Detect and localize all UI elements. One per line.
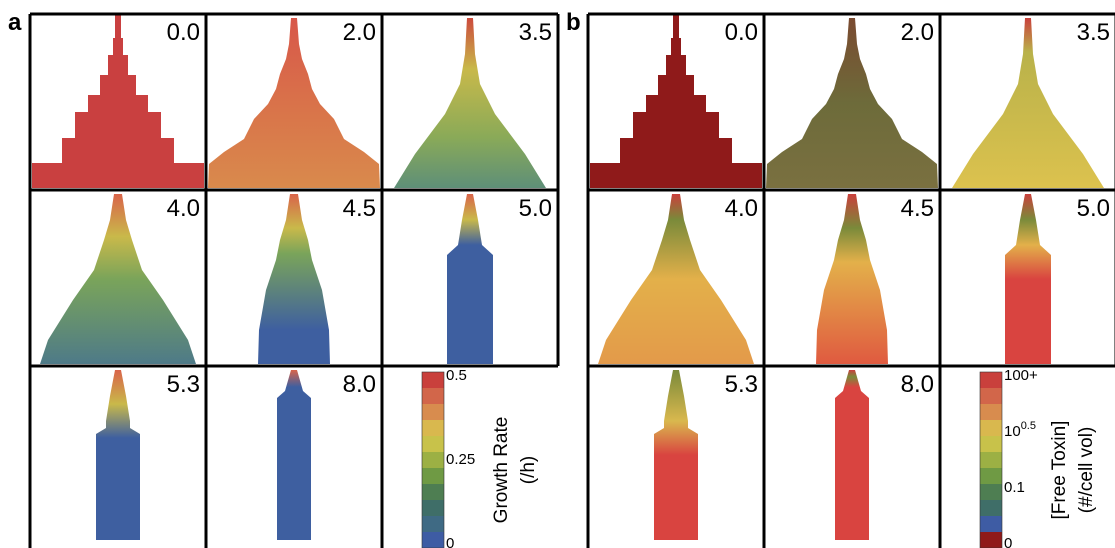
tile-label: 5.3 [167,371,200,398]
colorbar-swatch [422,404,444,421]
panel: a 0.0 2.0 3.5 4.0 4.5 5.0 5.3 8.0 0.5 0.25 0 Growth … [8,9,558,548]
colorbar-swatch [980,516,1002,533]
figure: a 0.0 2.0 3.5 4.0 4.5 5.0 5.3 8.0 0.5 0.25 0 Growth … [0,0,1115,548]
colorbar-swatch [980,420,1002,437]
colony-shape [835,370,869,540]
colorbar-tick-exponent: 0.5 [1021,420,1036,432]
colorbar-swatch [980,372,1002,389]
colorbar-swatch [422,452,444,469]
tile-label: 0.0 [167,19,200,46]
colorbar-unit: (#/cell vol) [1076,427,1097,514]
panel: b 0.0 2.0 3.5 4.0 4.5 5.0 5.3 8.0 100+ 100.5 0.1 0 [F… [566,9,1115,548]
tile-label: 4.5 [343,195,376,222]
colony-shape [654,370,698,540]
colorbar-swatch [422,372,444,389]
colorbar-title: Growth Rate [491,417,512,524]
colorbar-swatch [980,404,1002,421]
tile-label: 8.0 [343,371,376,398]
tile-label: 4.0 [725,195,758,222]
colorbar-swatch [422,516,444,533]
colorbar-tick-label: 0.5 [446,367,467,384]
tile-label: 5.0 [1077,195,1110,222]
colorbar-swatch [422,420,444,437]
colorbar-swatch [422,532,444,548]
colorbar-swatch [980,500,1002,517]
tile-label: 2.0 [343,19,376,46]
colorbar-swatch [422,500,444,517]
tile-label: 3.5 [519,19,552,46]
colorbar-tick-label: 0 [1004,535,1012,548]
colorbar-swatch [980,388,1002,405]
colony-shape [96,370,140,540]
colorbar-title: [Free Toxin] [1049,421,1070,520]
colorbar-swatch [422,388,444,405]
tile-label: 3.5 [1077,19,1110,46]
colorbar-swatch [422,468,444,485]
tile-label: 2.0 [901,19,934,46]
colorbar-swatch [980,436,1002,453]
tile-label: 0.0 [725,19,758,46]
colony-shape [447,194,493,364]
colony-shape [816,194,888,364]
colorbar-tick-label: 0 [446,535,454,548]
colorbar-swatch [422,484,444,501]
colorbar-swatch [980,468,1002,485]
panel-letter: a [8,9,22,36]
colorbar-tick-label: 0.25 [446,451,475,468]
colorbar-tick-label: 100.5 [1004,420,1036,440]
tile-label: 5.0 [519,195,552,222]
colorbar-tick-label: 0.1 [1004,479,1025,496]
colorbar-tick-label: 100+ [1004,367,1038,384]
tile-label: 4.5 [901,195,934,222]
tile-label: 8.0 [901,371,934,398]
colorbar-unit: (/h) [518,456,539,485]
colorbar-swatch [980,452,1002,469]
colony-shape [258,194,330,364]
tile-label: 5.3 [725,371,758,398]
colorbar-swatch [422,436,444,453]
colorbar-swatch [980,484,1002,501]
tile-label: 4.0 [167,195,200,222]
colorbar-swatch [980,532,1002,548]
panel-letter: b [566,9,581,36]
colony-shape [277,370,311,540]
colony-shape [1005,194,1051,364]
